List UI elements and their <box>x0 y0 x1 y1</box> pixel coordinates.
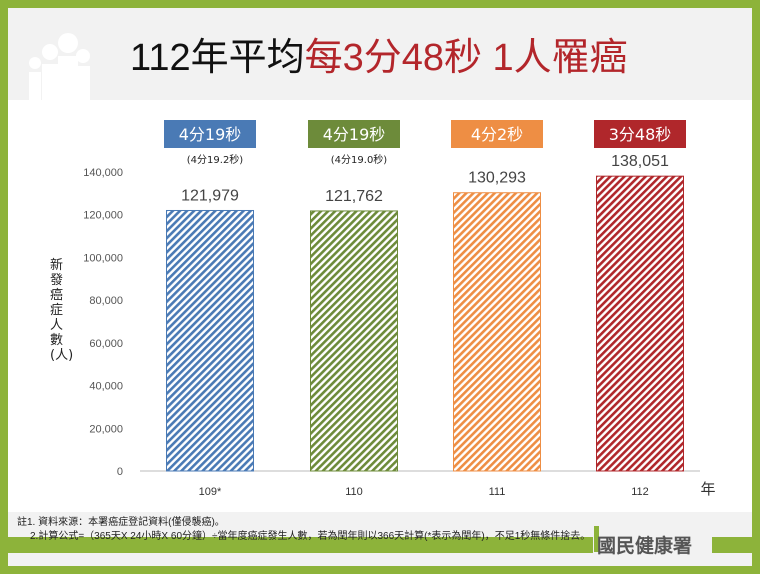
x-tick-label: 109* <box>199 486 222 498</box>
footer-green-bar <box>8 537 593 553</box>
x-tick-label: 112 <box>631 486 649 498</box>
note-line-1: 註1. 資料來源：本署癌症登記資料(僅侵襲癌)。 <box>17 517 225 528</box>
title-prefix: 112年平均 <box>130 37 305 79</box>
logo: 國民健康署 <box>597 535 693 557</box>
y-tick-label: 120,000 <box>83 210 123 222</box>
interval-label: 3分48秒 <box>609 125 672 144</box>
x-axis-label: 年 <box>700 480 715 498</box>
interval-label: 4分19秒 <box>179 125 242 144</box>
y-tick-label: 20,000 <box>89 423 123 435</box>
interval-detail: (4分19.0秒) <box>331 153 388 166</box>
y-tick-label: 140,000 <box>83 167 123 179</box>
y-tick-label: 40,000 <box>89 381 123 393</box>
y-tick-label: 0 <box>117 466 123 478</box>
value-label: 121,979 <box>181 187 239 204</box>
interval-badge <box>451 120 543 148</box>
bar-111 <box>453 192 541 472</box>
bar-109* <box>166 209 254 472</box>
y-tick-label: 80,000 <box>89 295 123 307</box>
interval-badge <box>164 120 256 148</box>
interval-label: 4分2秒 <box>471 125 523 144</box>
interval-label: 4分19秒 <box>323 125 386 144</box>
x-tick-label: 111 <box>489 486 506 498</box>
logo-mark <box>594 526 599 552</box>
interval-detail: (4分19.2秒) <box>187 153 244 166</box>
interval-badge <box>308 120 400 148</box>
x-tick-label: 110 <box>345 486 363 498</box>
value-label: 130,293 <box>468 170 526 187</box>
footer-green-bar-right <box>712 537 752 553</box>
y-tick-label: 60,000 <box>89 338 123 350</box>
value-label: 121,762 <box>325 188 383 205</box>
bar-112 <box>596 175 684 472</box>
bar-110 <box>310 210 398 472</box>
people-icon <box>29 33 90 100</box>
interval-badge <box>594 120 686 148</box>
header-band <box>8 8 752 100</box>
title-highlight: 每3分48秒 1人罹癌 <box>304 37 628 79</box>
y-tick-label: 100,000 <box>83 252 123 264</box>
page-title: 112年平均每3分48秒 1人罹癌 <box>130 26 628 81</box>
bar-chart: 0 20,000 40,000 60,000 80,000 100,000 120,000 1… <box>83 120 716 498</box>
note-line-2: 2.計算公式=（365天X 24小時X 60分鐘）÷當年度癌症發生人數，若為閏年… <box>30 531 591 542</box>
value-label: 138,051 <box>611 153 669 170</box>
